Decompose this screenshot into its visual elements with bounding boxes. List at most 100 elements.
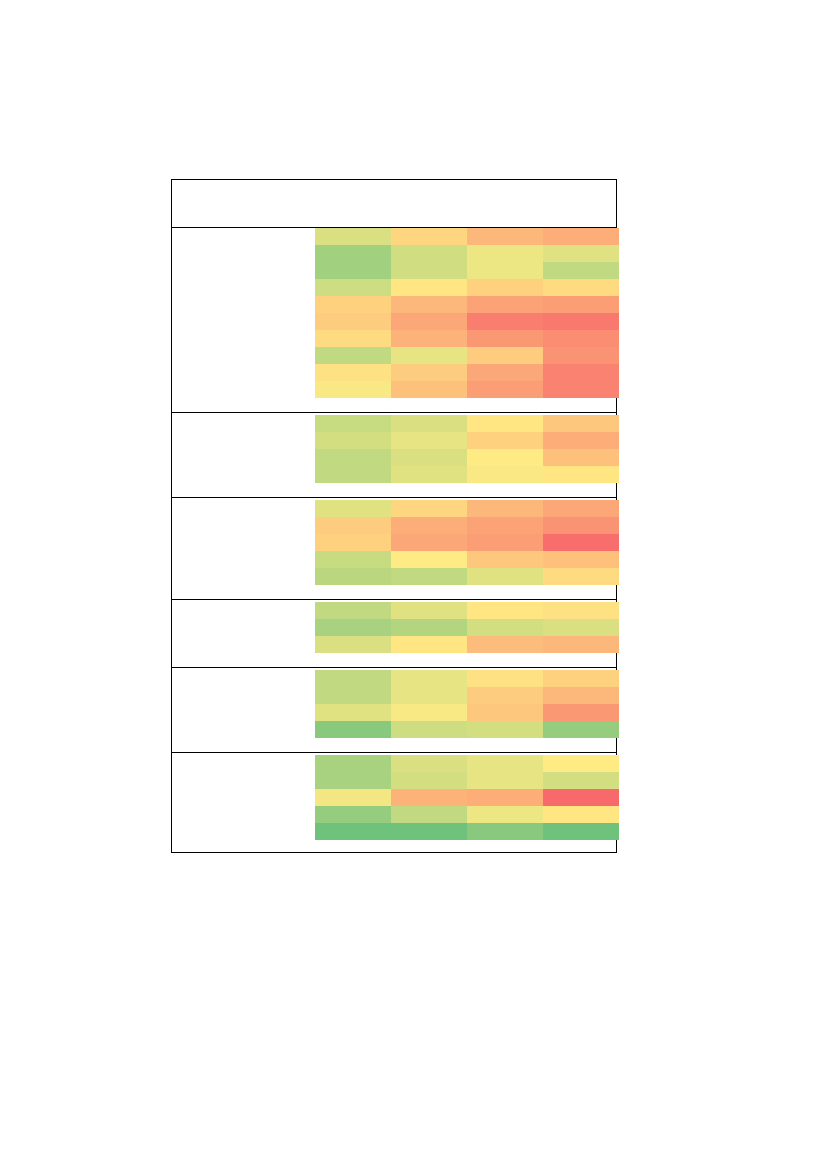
heatmap-cell-g5-r4-c2 bbox=[467, 823, 543, 840]
heatmap-cell-g1-r0-c1 bbox=[391, 415, 467, 432]
heatmap-cell-g5-r3-c3 bbox=[543, 806, 619, 823]
heatmap-cell-g1-r0-c3 bbox=[543, 415, 619, 432]
heatmap-cell-g0-r8-c0 bbox=[315, 364, 391, 381]
heatmap-cell-g2-r1-c0 bbox=[315, 517, 391, 534]
heatmap-cell-g5-r0-c0 bbox=[315, 755, 391, 772]
heatmap-cell-g5-r2-c0 bbox=[315, 789, 391, 806]
heatmap-cell-g2-r0-c0 bbox=[315, 500, 391, 517]
heatmap-cell-g0-r0-c3 bbox=[543, 228, 619, 245]
heatmap-cell-g0-r3-c1 bbox=[391, 279, 467, 296]
heatmap-cell-g5-r3-c2 bbox=[467, 806, 543, 823]
heatmap-cell-g2-r4-c0 bbox=[315, 568, 391, 585]
heatmap-cell-g1-r1-c1 bbox=[391, 432, 467, 449]
heatmap-cell-g2-r0-c3 bbox=[543, 500, 619, 517]
heatmap-cell-g1-r2-c1 bbox=[391, 449, 467, 466]
heatmap-cell-g4-r1-c2 bbox=[467, 687, 543, 704]
heatmap-cell-g0-r0-c1 bbox=[391, 228, 467, 245]
heatmap-cell-g1-r1-c3 bbox=[543, 432, 619, 449]
heatmap-cell-g3-r0-c0 bbox=[315, 602, 391, 619]
heatmap-cell-g3-r1-c0 bbox=[315, 619, 391, 636]
heatmap-chart bbox=[171, 228, 619, 840]
heatmap-cell-g3-r1-c2 bbox=[467, 619, 543, 636]
heatmap-cell-g4-r1-c1 bbox=[391, 687, 467, 704]
heatmap-cell-g0-r5-c1 bbox=[391, 313, 467, 330]
heatmap-cell-g3-r2-c3 bbox=[543, 636, 619, 653]
heatmap-cell-g0-r2-c2 bbox=[467, 262, 543, 279]
heatmap-cell-g5-r3-c0 bbox=[315, 806, 391, 823]
heatmap-cell-g1-r2-c2 bbox=[467, 449, 543, 466]
heatmap-cell-g5-r0-c3 bbox=[543, 755, 619, 772]
heatmap-cell-g2-r1-c1 bbox=[391, 517, 467, 534]
heatmap-cell-g1-r2-c3 bbox=[543, 449, 619, 466]
heatmap-cell-g5-r3-c1 bbox=[391, 806, 467, 823]
heatmap-cell-g2-r4-c1 bbox=[391, 568, 467, 585]
heatmap-cell-g0-r5-c2 bbox=[467, 313, 543, 330]
heatmap-cell-g0-r5-c0 bbox=[315, 313, 391, 330]
heatmap-cell-g4-r0-c1 bbox=[391, 670, 467, 687]
heatmap-cell-g1-r2-c0 bbox=[315, 449, 391, 466]
heatmap-cell-g2-r3-c2 bbox=[467, 551, 543, 568]
heatmap-cell-g1-r3-c2 bbox=[467, 466, 543, 483]
heatmap-cell-g4-r3-c0 bbox=[315, 721, 391, 738]
heatmap-cell-g0-r7-c0 bbox=[315, 347, 391, 364]
heatmap-cell-g1-r3-c1 bbox=[391, 466, 467, 483]
heatmap-cell-g3-r1-c3 bbox=[543, 619, 619, 636]
heatmap-cell-g1-r3-c3 bbox=[543, 466, 619, 483]
heatmap-cell-g2-r2-c0 bbox=[315, 534, 391, 551]
heatmap-cell-g0-r9-c3 bbox=[543, 381, 619, 398]
heatmap-cell-g5-r1-c3 bbox=[543, 772, 619, 789]
heatmap-cell-g2-r2-c1 bbox=[391, 534, 467, 551]
heatmap-cell-g0-r7-c1 bbox=[391, 347, 467, 364]
heatmap-cell-g3-r0-c3 bbox=[543, 602, 619, 619]
heatmap-cell-g0-r7-c2 bbox=[467, 347, 543, 364]
heatmap-cell-g5-r0-c2 bbox=[467, 755, 543, 772]
heatmap-cell-g4-r2-c1 bbox=[391, 704, 467, 721]
heatmap-cell-g0-r4-c1 bbox=[391, 296, 467, 313]
heatmap-cell-g0-r2-c3 bbox=[543, 262, 619, 279]
heatmap-cell-g4-r0-c2 bbox=[467, 670, 543, 687]
heatmap-cell-g5-r0-c1 bbox=[391, 755, 467, 772]
heatmap-cell-g2-r3-c3 bbox=[543, 551, 619, 568]
heatmap-cell-g0-r1-c3 bbox=[543, 245, 619, 262]
heatmap-cell-g2-r4-c3 bbox=[543, 568, 619, 585]
heatmap-cell-g4-r0-c0 bbox=[315, 670, 391, 687]
heatmap-cell-g3-r1-c1 bbox=[391, 619, 467, 636]
heatmap-cell-g3-r2-c1 bbox=[391, 636, 467, 653]
heatmap-cell-g5-r4-c0 bbox=[315, 823, 391, 840]
heatmap-cell-g4-r2-c0 bbox=[315, 704, 391, 721]
heatmap-cell-g0-r6-c1 bbox=[391, 330, 467, 347]
heatmap-cell-g0-r9-c1 bbox=[391, 381, 467, 398]
heatmap-cell-g0-r1-c2 bbox=[467, 245, 543, 262]
heatmap-cell-g1-r1-c2 bbox=[467, 432, 543, 449]
heatmap-cell-g0-r3-c3 bbox=[543, 279, 619, 296]
heatmap-cell-g2-r3-c1 bbox=[391, 551, 467, 568]
heatmap-cell-g2-r2-c2 bbox=[467, 534, 543, 551]
heatmap-cell-g0-r3-c0 bbox=[315, 279, 391, 296]
heatmap-cell-g0-r6-c2 bbox=[467, 330, 543, 347]
heatmap-cell-g1-r1-c0 bbox=[315, 432, 391, 449]
heatmap-cell-g5-r1-c2 bbox=[467, 772, 543, 789]
heatmap-cell-g5-r2-c2 bbox=[467, 789, 543, 806]
heatmap-cell-g5-r2-c3 bbox=[543, 789, 619, 806]
heatmap-cell-g1-r0-c2 bbox=[467, 415, 543, 432]
heatmap-cell-g5-r1-c0 bbox=[315, 772, 391, 789]
heatmap-cell-g2-r4-c2 bbox=[467, 568, 543, 585]
heatmap-cell-g4-r3-c3 bbox=[543, 721, 619, 738]
heatmap-cell-g2-r0-c1 bbox=[391, 500, 467, 517]
heatmap-cell-g0-r7-c3 bbox=[543, 347, 619, 364]
heatmap-cell-g0-r6-c0 bbox=[315, 330, 391, 347]
heatmap-cell-g0-r1-c0 bbox=[315, 245, 391, 262]
heatmap-cell-g3-r0-c2 bbox=[467, 602, 543, 619]
heatmap-cell-g0-r8-c1 bbox=[391, 364, 467, 381]
heatmap-cell-g0-r5-c3 bbox=[543, 313, 619, 330]
heatmap-cell-g4-r2-c2 bbox=[467, 704, 543, 721]
heatmap-cell-g0-r0-c2 bbox=[467, 228, 543, 245]
heatmap-cell-g4-r0-c3 bbox=[543, 670, 619, 687]
heatmap-cell-g5-r4-c3 bbox=[543, 823, 619, 840]
heatmap-cell-g0-r4-c0 bbox=[315, 296, 391, 313]
heatmap-cell-g4-r2-c3 bbox=[543, 704, 619, 721]
heatmap-cell-g0-r2-c1 bbox=[391, 262, 467, 279]
heatmap-cell-g1-r3-c0 bbox=[315, 466, 391, 483]
heatmap-cell-g4-r1-c3 bbox=[543, 687, 619, 704]
heatmap-cell-g4-r1-c0 bbox=[315, 687, 391, 704]
